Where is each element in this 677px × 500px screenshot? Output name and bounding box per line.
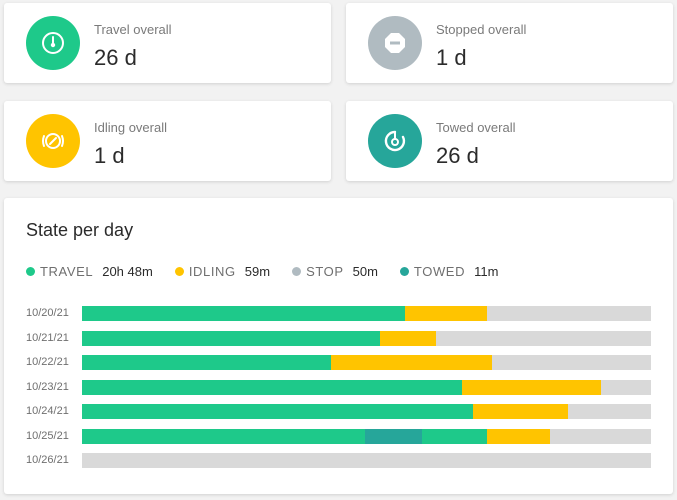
travel-overall-label: Travel overall [94,22,172,37]
stop-icon [368,16,422,70]
legend-name-towed: TOWED [413,264,466,279]
bar-segment-idling[interactable] [379,330,437,346]
day-label: 10/26/21 [26,454,69,466]
bar-segment-idling[interactable] [486,428,551,444]
travel-overall-value: 26 d [94,45,137,70]
day-row: 10/21/21 [4,330,673,346]
bar-segment-towed[interactable] [364,428,422,444]
chart-title: State per day [26,220,134,240]
day-bar[interactable] [82,355,651,370]
bar-segment-idling[interactable] [404,306,488,321]
travel-overall-card: Travel overall 26 d [4,3,331,83]
bar-segment-idling[interactable] [462,379,602,395]
bar-segment-travel[interactable] [421,428,487,444]
idling-overall-label: Idling overall [94,120,167,135]
state-per-day-card: State per day TRAVEL 20h 48m IDLING 59m … [4,198,673,494]
day-bar[interactable] [82,330,651,346]
bar-segment-travel[interactable] [82,306,405,321]
day-row: 10/24/21 [4,404,673,419]
legend-dot-stop [292,267,302,276]
day-row: 10/20/21 [4,306,673,321]
legend-name-travel: TRAVEL [40,264,94,279]
day-bar[interactable] [82,379,651,395]
legend-value-towed: 11m [474,264,499,279]
bar-segment-travel[interactable] [82,404,474,419]
legend-item-idling[interactable]: IDLING 59m [174,264,271,279]
day-label: 10/22/21 [26,356,69,368]
legend-name-idling: IDLING [188,264,236,279]
idling-icon [26,114,80,168]
day-row: 10/25/21 [4,428,673,444]
stopped-overall-label: Stopped overall [436,22,527,37]
legend-value-travel: 20h 48m [102,264,153,279]
day-bar[interactable] [82,428,651,444]
day-bar[interactable] [82,306,651,321]
day-row: 10/23/21 [4,379,673,395]
legend-dot-idling [174,267,184,276]
legend-item-travel[interactable]: TRAVEL 20h 48m [26,264,153,279]
day-row: 10/22/21 [4,355,673,370]
towed-overall-label: Towed overall [436,120,516,135]
legend-value-idling: 59m [244,264,271,279]
day-label: 10/20/21 [26,307,69,319]
bar-segment-idling[interactable] [331,355,493,370]
day-label: 10/21/21 [26,331,69,344]
legend-item-stop[interactable]: STOP 50m [292,264,378,279]
legend-dot-towed [399,267,409,276]
idling-overall-value: 1 d [94,143,125,168]
bar-segment-travel[interactable] [82,330,380,346]
bar-segment-idling[interactable] [473,404,569,419]
towed-icon [368,114,422,168]
chart-legend: TRAVEL 20h 48m IDLING 59m STOP 50m TOWED… [26,264,520,279]
bar-segment-travel[interactable] [82,428,365,444]
towed-overall-value: 26 d [436,143,479,168]
day-label: 10/25/21 [26,429,69,442]
stopped-overall-card: Stopped overall 1 d [346,3,673,83]
legend-value-stop: 50m [352,264,378,279]
towed-overall-card: Towed overall 26 d [346,101,673,181]
legend-name-stop: STOP [306,264,344,279]
day-bar[interactable] [82,404,651,419]
stopped-overall-value: 1 d [436,45,467,70]
legend-dot-travel [26,267,35,276]
idling-overall-card: Idling overall 1 d [4,101,331,181]
speedometer-icon [26,16,80,70]
legend-item-towed[interactable]: TOWED 11m [399,264,499,279]
day-label: 10/23/21 [26,380,69,393]
day-label: 10/24/21 [26,405,69,417]
day-bar[interactable] [82,453,651,468]
day-row: 10/26/21 [4,453,673,468]
bar-segment-travel[interactable] [82,379,463,395]
bar-segment-travel[interactable] [82,355,332,370]
